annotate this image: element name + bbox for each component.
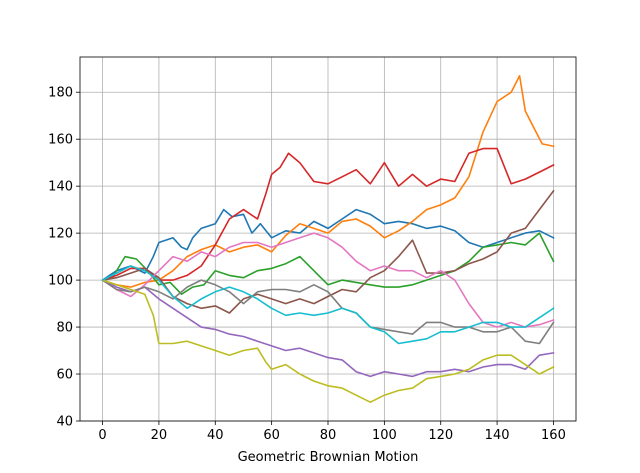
y-tick-label: 60 <box>56 368 73 383</box>
grid-lines <box>80 57 576 422</box>
x-tick-label: 20 <box>151 428 168 443</box>
y-tick-label: 80 <box>56 321 73 336</box>
x-tick-label: 60 <box>263 428 280 443</box>
series-line-4 <box>101 147 555 282</box>
x-tick-label: 0 <box>98 428 106 443</box>
x-tick-label: 40 <box>207 428 224 443</box>
y-tick-label: 140 <box>48 180 73 195</box>
x-tick-label: 140 <box>485 428 510 443</box>
series-line-3 <box>101 232 555 296</box>
series-line-8 <box>101 278 555 345</box>
x-tick-label: 100 <box>372 428 397 443</box>
y-tick-label: 120 <box>48 227 73 242</box>
axis-ticks: 0 20 40 60 80 100 120 140 160 40 60 80 100 120 140 160 1… <box>48 86 566 443</box>
series-line-9 <box>101 279 555 404</box>
y-tick-label: 100 <box>48 274 73 289</box>
y-tick-label: 180 <box>48 86 73 101</box>
x-tick-label: 120 <box>428 428 453 443</box>
series-line-6 <box>101 189 555 314</box>
y-tick-label: 160 <box>48 133 73 148</box>
x-tick-label: 80 <box>320 428 337 443</box>
series-lines <box>101 75 555 404</box>
series-line-1 <box>101 208 555 282</box>
series-line-7 <box>101 232 555 328</box>
series-line-2 <box>101 75 555 288</box>
series-line-10 <box>101 265 555 345</box>
series-line-5 <box>101 279 555 378</box>
y-tick-label: 40 <box>56 415 73 430</box>
x-axis-label: Geometric Brownian Motion <box>238 450 419 465</box>
x-tick-label: 160 <box>541 428 566 443</box>
